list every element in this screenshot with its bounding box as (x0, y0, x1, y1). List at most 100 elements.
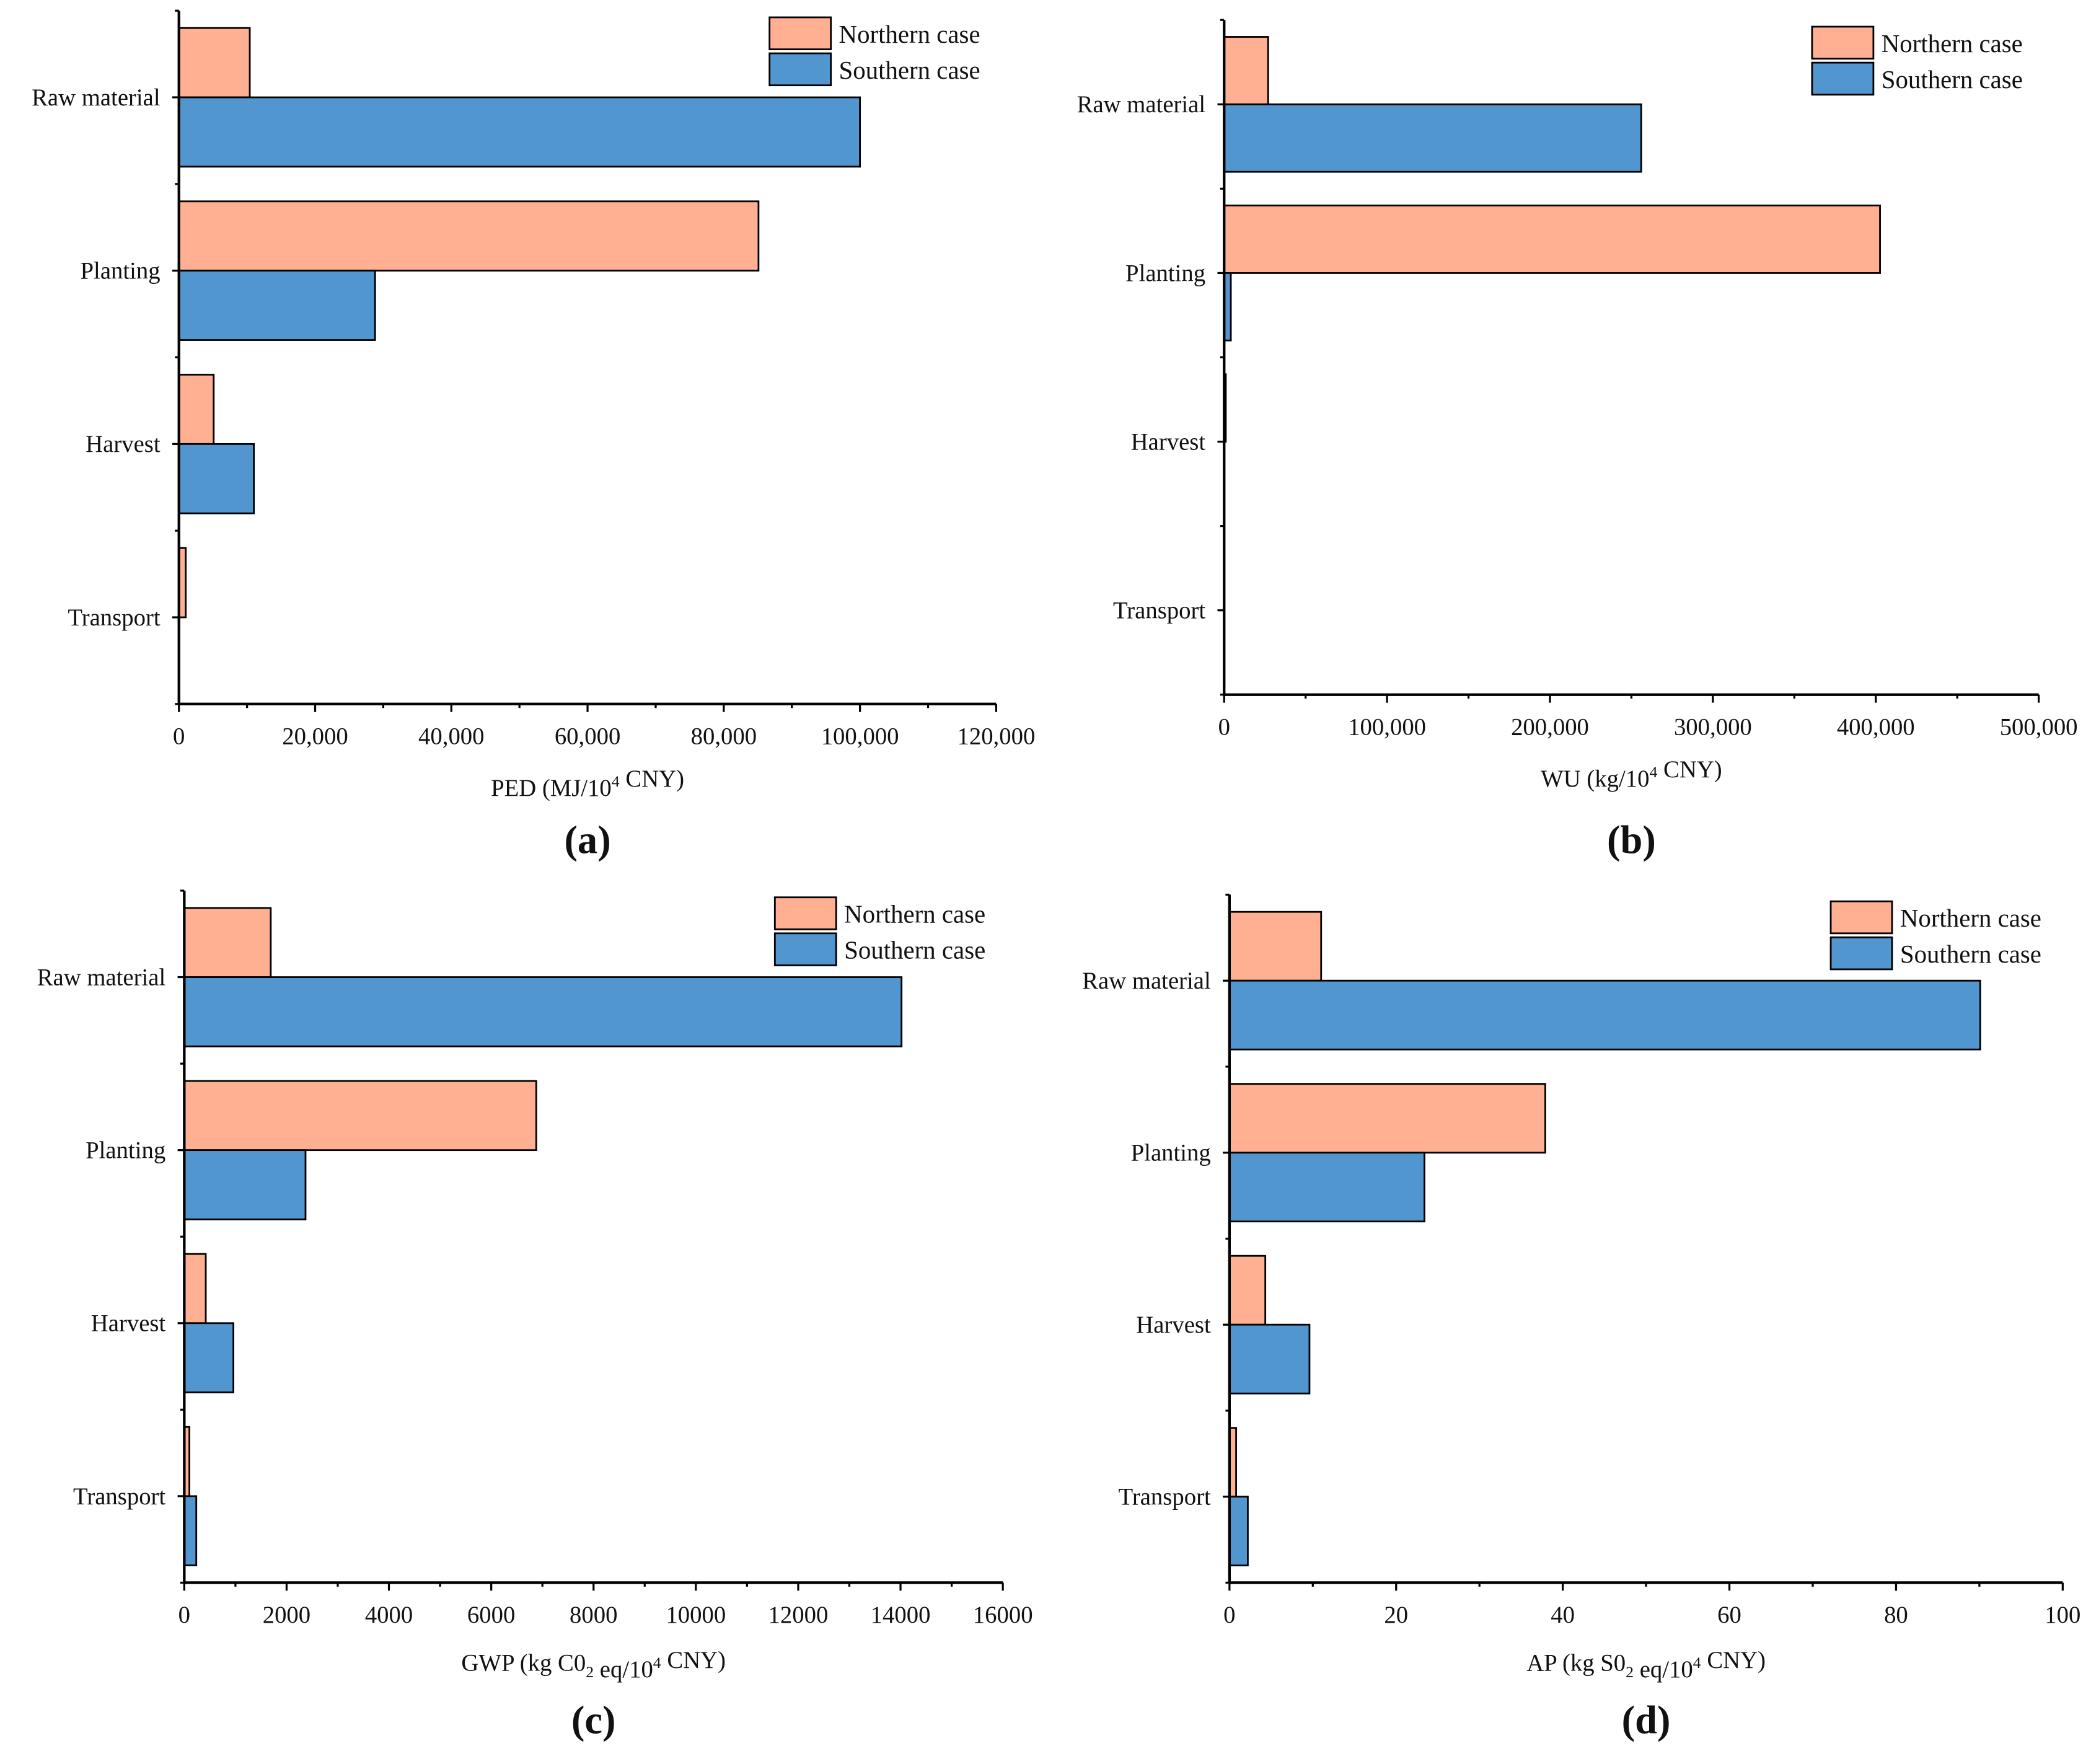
panel-label: (b) (1607, 818, 1656, 862)
legend-swatch-northern (773, 896, 837, 930)
bar-southern (178, 443, 255, 514)
x-axis-label-part: eq/10 (1634, 1656, 1693, 1683)
x-tick-label: 20,000 (282, 723, 348, 749)
chart-panel-c: Raw material Planting Harvest Transport 0 200… (37, 889, 1033, 1742)
category-label: Harvest (1136, 1312, 1211, 1338)
x-tick-label: 300,000 (1674, 713, 1752, 740)
category-label: Harvest (1131, 428, 1206, 455)
x-tick-label: 0 (1223, 1602, 1235, 1628)
category-label: Raw material (1082, 968, 1210, 994)
x-tick-label: 400,000 (1837, 713, 1915, 740)
x-axis-label-part: CNY) (620, 765, 684, 792)
bar-southern (183, 1149, 307, 1220)
bar-southern (1223, 103, 1642, 173)
x-tick-label: 12000 (768, 1602, 829, 1628)
x-tick-label: 120,000 (957, 723, 1035, 749)
legend-label: Southern case (1882, 66, 2023, 94)
legend-label: Northern case (844, 901, 985, 928)
bar-northern (1228, 911, 1323, 982)
legend-label: Southern case (839, 56, 980, 84)
x-tick-label: 6000 (467, 1602, 515, 1628)
legend-swatch-northern (1811, 25, 1875, 60)
panel-label: (a) (564, 818, 610, 862)
bar-southern (183, 976, 903, 1047)
bar-southern (1228, 1496, 1249, 1567)
x-tick-label: 100,000 (821, 723, 899, 749)
x-axis-label: PED (MJ/104 CNY) (491, 765, 684, 801)
legend-swatch-northern (768, 16, 832, 50)
legend: Northern case Southern case (1811, 25, 2023, 96)
bar-southern (178, 96, 861, 168)
panel-label: (d) (1622, 1698, 1671, 1742)
bar-southern (1228, 1152, 1425, 1223)
x-tick-label: 100 (2045, 1602, 2080, 1628)
bar-northern (178, 200, 760, 272)
x-tick-label: 100,000 (1348, 713, 1426, 740)
x-tick-label: 0 (1218, 713, 1230, 740)
x-axis-label-part: AP (kg S0 (1526, 1649, 1626, 1676)
chart-panel-b: Raw material Planting Harvest Transport 0 100… (1077, 19, 2078, 862)
x-tick-label: 60 (1717, 1602, 1741, 1628)
x-axis-label-part: eq/10 (594, 1656, 653, 1683)
bar-northern (183, 1080, 537, 1152)
legend-label: Northern case (1900, 904, 2041, 932)
x-tick-label: 20 (1384, 1602, 1408, 1628)
legend-swatch-southern (1811, 61, 1875, 96)
bar-southern (183, 1322, 234, 1393)
legend-label: Northern case (1882, 30, 2023, 58)
x-tick-label: 16000 (973, 1602, 1033, 1628)
x-axis-label-part: CNY) (1657, 756, 1722, 783)
x-axis-label: GWP (kg C02 eq/104 CNY) (461, 1647, 726, 1683)
category-label: Planting (1125, 260, 1205, 286)
category-label: Transport (68, 604, 160, 631)
x-tick-label: 0 (178, 1602, 190, 1628)
bar-northern (1228, 1255, 1267, 1326)
legend: Northern case Southern case (773, 896, 985, 966)
legend-swatch-southern (1829, 936, 1893, 971)
category-label: Transport (73, 1483, 165, 1510)
legend-label: Northern case (839, 20, 980, 48)
bar-northern (1223, 205, 1881, 274)
category-label: Transport (1113, 598, 1205, 624)
bar-southern (1228, 979, 1981, 1051)
category-label: Harvest (91, 1310, 166, 1337)
bar-southern (1228, 1323, 1311, 1395)
category-label: Planting (1131, 1140, 1211, 1166)
bar-northern (183, 907, 272, 978)
x-tick-label: 0 (173, 723, 185, 749)
bar-southern (183, 1495, 198, 1566)
x-axis-label: WU (kg/104 CNY) (1541, 756, 1722, 792)
bar-southern (178, 270, 376, 341)
legend: Northern case Southern case (768, 16, 980, 87)
x-axis-label-part: 4 (653, 1654, 661, 1672)
x-tick-label: 40,000 (418, 723, 484, 749)
category-label: Planting (86, 1137, 165, 1164)
category-label: Raw material (37, 964, 166, 990)
panel-label: (c) (571, 1698, 616, 1742)
x-axis-label-part: 2 (1626, 1663, 1634, 1681)
bar-northern (1223, 36, 1269, 105)
x-tick-label: 500,000 (2000, 713, 2078, 740)
x-axis-label-part: CNY) (661, 1647, 726, 1674)
x-axis-label-part: PED (MJ/10 (491, 775, 612, 801)
x-tick-label: 40 (1551, 1602, 1575, 1628)
x-axis-label-part: 4 (1693, 1654, 1701, 1672)
category-label: Transport (1119, 1484, 1211, 1510)
bar-northern (178, 374, 215, 445)
x-axis-label-part: 4 (612, 772, 620, 790)
x-tick-label: 200,000 (1511, 713, 1589, 740)
x-axis-label-part: WU (kg/10 (1541, 765, 1649, 792)
x-axis-label-part: 4 (1649, 763, 1657, 781)
bar-northern (1228, 1083, 1546, 1154)
legend-swatch-southern (768, 52, 832, 87)
x-tick-label: 80 (1884, 1602, 1908, 1628)
legend-label: Southern case (844, 937, 985, 964)
x-axis-label: AP (kg S02 eq/104 CNY) (1526, 1647, 1766, 1683)
category-label: Raw material (1077, 91, 1206, 118)
x-axis-label-part: 2 (586, 1663, 594, 1681)
chart-panel-a: Raw material Planting Harvest Transport 0 20,… (32, 9, 1035, 862)
legend-swatch-southern (773, 932, 837, 966)
legend: Northern case Southern case (1829, 900, 2041, 971)
x-tick-label: 8000 (570, 1602, 617, 1628)
